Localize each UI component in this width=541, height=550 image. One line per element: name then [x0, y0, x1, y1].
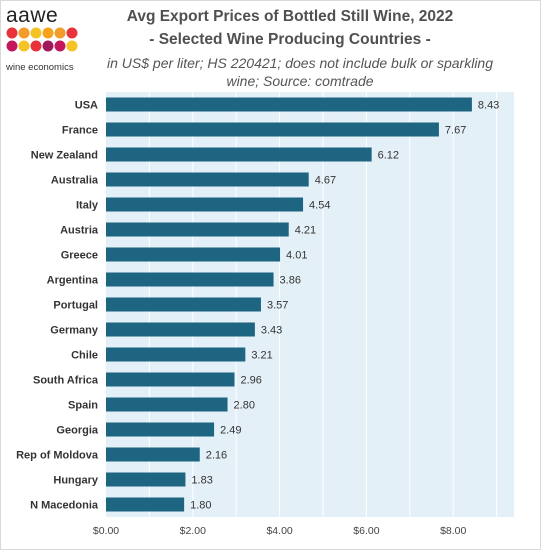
- bar: [106, 497, 185, 512]
- bar: [106, 172, 309, 187]
- logo-dot: [42, 27, 54, 39]
- data-label: 3.86: [280, 275, 301, 287]
- bar: [106, 272, 274, 287]
- bar: [106, 197, 304, 212]
- category-label: Rep of Moldova: [16, 450, 99, 462]
- category-label: South Africa: [33, 375, 99, 387]
- category-label: Chile: [71, 350, 98, 362]
- chart-title: Avg Export Prices of Bottled Still Wine,…: [126, 8, 454, 25]
- chart-title-line-2: - Selected Wine Producing Countries -: [149, 31, 431, 48]
- x-tick-label: $6.00: [353, 525, 379, 537]
- category-label: France: [62, 125, 98, 137]
- bar: [106, 347, 246, 362]
- category-label: Italy: [76, 200, 99, 212]
- logo-dot: [6, 27, 18, 39]
- bar: [106, 322, 255, 337]
- logo-dot: [66, 27, 78, 39]
- chart-subtitle-line-2: wine; Source: comtrade: [226, 73, 374, 89]
- bar: [106, 222, 289, 237]
- logo-dot: [30, 27, 42, 39]
- bar: [106, 122, 439, 137]
- data-label: 1.80: [190, 500, 211, 512]
- bar: [106, 297, 261, 312]
- data-label: 2.80: [234, 400, 255, 412]
- data-label: 3.21: [251, 350, 272, 362]
- data-label: 2.49: [220, 425, 241, 437]
- x-tick-label: $8.00: [440, 525, 466, 537]
- category-label: N Macedonia: [30, 500, 99, 512]
- logo-dots-icon: [6, 27, 78, 52]
- bar: [106, 397, 228, 412]
- category-label: Argentina: [47, 275, 99, 287]
- bar: [106, 97, 472, 112]
- chart-subtitle-line-1: in US$ per liter; HS 220421; does not in…: [107, 55, 493, 71]
- bar: [106, 472, 186, 487]
- x-tick-label: $0.00: [93, 525, 119, 537]
- data-label: 4.21: [295, 225, 316, 237]
- data-label: 3.57: [267, 300, 288, 312]
- data-label: 7.67: [445, 125, 466, 137]
- logo-dot: [30, 40, 42, 52]
- bar: [106, 247, 281, 262]
- data-label: 2.96: [240, 375, 261, 387]
- logo-dot: [54, 27, 66, 39]
- chart-subtitle: in US$ per liter; HS 220421; does not in…: [80, 54, 520, 90]
- category-label: New Zealand: [31, 150, 98, 162]
- logo-dot: [66, 40, 78, 52]
- category-label: Spain: [68, 400, 98, 412]
- category-label: Hungary: [53, 475, 99, 487]
- data-label: 3.43: [261, 325, 282, 337]
- category-label: Portugal: [53, 300, 98, 312]
- bar: [106, 147, 372, 162]
- data-label: 6.12: [378, 150, 399, 162]
- logo-dot: [18, 40, 30, 52]
- bar: [106, 422, 215, 437]
- data-label: 8.43: [478, 100, 499, 112]
- category-label: Australia: [51, 175, 99, 187]
- logo-dot: [18, 27, 30, 39]
- logo-dot: [54, 40, 66, 52]
- data-label: 1.83: [191, 475, 212, 487]
- x-tick-label: $2.00: [180, 525, 206, 537]
- category-label: Germany: [50, 325, 99, 337]
- logo-tagline: wine economics: [6, 62, 74, 73]
- data-label: 2.16: [206, 450, 227, 462]
- bar: [106, 447, 200, 462]
- bar: [106, 372, 235, 387]
- category-label: USA: [75, 100, 98, 112]
- data-label: 4.54: [309, 200, 330, 212]
- x-tick-label: $4.00: [266, 525, 292, 537]
- category-label: Greece: [61, 250, 98, 262]
- data-label: 4.01: [286, 250, 307, 262]
- data-label: 4.67: [315, 175, 336, 187]
- category-label: Georgia: [56, 425, 98, 437]
- logo-dot: [42, 40, 54, 52]
- category-label: Austria: [60, 225, 99, 237]
- logo-wordmark: aawe: [6, 4, 59, 27]
- aawe-logo: aawe wine economics: [6, 4, 86, 73]
- logo-dot: [6, 40, 18, 52]
